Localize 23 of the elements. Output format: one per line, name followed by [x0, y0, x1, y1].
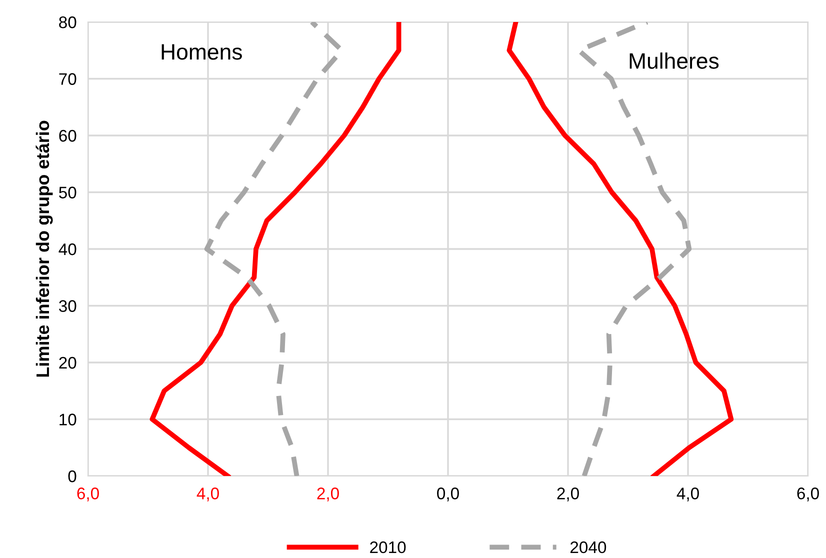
- x-tick-label: 2,0: [317, 488, 339, 502]
- legend-label: 2040: [570, 541, 606, 554]
- x-tick-label: 2,0: [557, 488, 579, 502]
- x-tick-label: 0,0: [437, 488, 459, 502]
- line-series: [506, 22, 734, 476]
- y-tick-label: 0: [68, 470, 76, 482]
- legend-label: 2010: [370, 541, 406, 554]
- x-tick-label: 4,0: [676, 488, 699, 502]
- x-tick-label: 6,0: [77, 488, 99, 502]
- y-tick-label: 80: [59, 16, 76, 28]
- y-tick-label: 60: [59, 130, 76, 142]
- x-tick-label: 4,0: [196, 488, 219, 502]
- y-tick-label: 40: [58, 243, 76, 256]
- annotation: Mulheres: [630, 52, 719, 69]
- y-tick-label: 20: [59, 356, 76, 369]
- line-series: [150, 22, 402, 476]
- annotation: Homens: [162, 44, 242, 60]
- x-tick-label: 6,0: [797, 488, 819, 502]
- y-tick-label: 70: [59, 73, 76, 85]
- y-axis-title: Limite inferior do grupo etário: [36, 120, 53, 377]
- y-tick-label: 10: [60, 414, 76, 426]
- y-tick-label: 30: [58, 300, 76, 312]
- y-tick-label: 50: [59, 186, 76, 198]
